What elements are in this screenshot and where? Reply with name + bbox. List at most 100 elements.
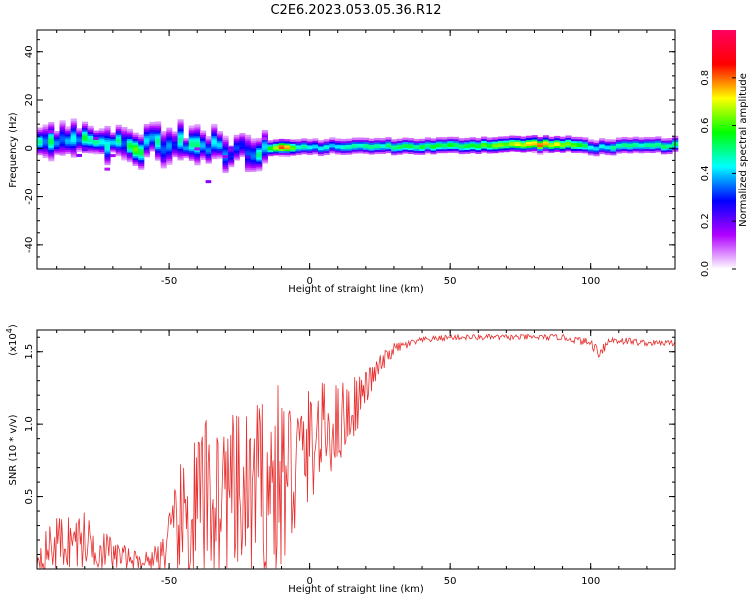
heatmap-cell	[666, 139, 673, 143]
heatmap-cell	[115, 126, 122, 130]
heatmap-cell	[649, 140, 656, 144]
heatmap-cell	[132, 155, 139, 159]
heatmap-cell	[104, 160, 111, 164]
heatmap-cell	[205, 141, 212, 145]
heatmap-cell	[559, 146, 566, 149]
heatmap-cell	[59, 139, 66, 143]
heatmap-cell	[576, 140, 583, 144]
heatmap-cell	[98, 139, 105, 143]
heatmap-cell	[531, 148, 538, 152]
heatmap-cell	[115, 140, 122, 143]
heatmap-cell	[93, 148, 100, 151]
heatmap-cell	[143, 137, 150, 140]
heatmap-cell	[70, 145, 77, 148]
heatmap-cell	[149, 148, 156, 152]
heatmap-cell	[458, 138, 465, 141]
heatmap-cell	[351, 149, 358, 152]
heatmap-cell	[143, 139, 150, 142]
heatmap-cell	[256, 157, 263, 160]
spectrogram-x-axis-label: Height of straight line (km)	[288, 284, 424, 295]
heatmap-cell	[104, 141, 111, 144]
heatmap-cell	[559, 144, 566, 147]
heatmap-cell	[497, 146, 505, 149]
heatmap-cell	[81, 135, 89, 138]
heatmap-cell	[256, 139, 263, 143]
heatmap-cell	[571, 146, 578, 149]
heatmap-cell	[53, 152, 60, 155]
heatmap-cell	[610, 145, 617, 148]
heatmap-cell	[160, 146, 167, 150]
heatmap-cell	[228, 153, 235, 156]
heatmap-cell	[514, 135, 521, 139]
colorbar-tick-label: 0.0	[700, 261, 711, 277]
heatmap-cell	[256, 145, 263, 149]
heatmap-cell	[273, 149, 280, 152]
heatmap-cell	[346, 138, 353, 142]
heatmap-cell	[48, 139, 55, 142]
heatmap-cell	[295, 150, 302, 154]
heatmap-cell	[520, 144, 527, 147]
heatmap-cell	[138, 140, 145, 143]
heatmap-cell	[138, 151, 145, 155]
heatmap-cell	[87, 150, 94, 154]
heatmap-cell	[340, 138, 347, 142]
heatmap-cell	[205, 159, 212, 162]
heatmap-cell	[244, 165, 252, 169]
heatmap-cell	[132, 132, 139, 136]
heatmap-cell	[464, 137, 471, 141]
heatmap-cell	[171, 154, 179, 158]
heatmap-cell	[211, 156, 218, 160]
heatmap-cell	[503, 142, 510, 145]
heatmap-cell	[59, 153, 66, 156]
heatmap-cell	[194, 143, 201, 147]
heatmap-cell	[59, 141, 66, 145]
heatmap-cell	[166, 156, 173, 160]
heatmap-cell	[261, 149, 268, 152]
heatmap-cell	[503, 136, 510, 139]
heatmap-cell	[183, 155, 190, 158]
heatmap-cell	[531, 150, 538, 154]
heatmap-cell	[250, 140, 257, 143]
heatmap-cell	[486, 141, 493, 144]
heatmap-cell	[621, 144, 628, 148]
heatmap-cell	[194, 147, 201, 151]
heatmap-cell	[143, 129, 150, 133]
heatmap-cell	[604, 143, 611, 146]
heatmap-cell	[363, 141, 370, 145]
heatmap-cell	[587, 147, 594, 150]
heatmap-cell	[143, 133, 150, 137]
heatmap-cell	[155, 136, 162, 140]
heatmap-cell	[464, 151, 471, 154]
heatmap-cell	[104, 127, 111, 131]
heatmap-cell	[244, 140, 252, 143]
heatmap-cell	[59, 122, 66, 125]
heatmap-cell	[81, 142, 89, 146]
heatmap-cell	[503, 145, 510, 149]
heatmap-cell	[340, 140, 347, 144]
heatmap-cell	[318, 145, 325, 149]
heatmap-cell	[143, 151, 150, 154]
heatmap-cell	[48, 153, 55, 156]
heatmap-cell	[542, 144, 550, 148]
heatmap-cell	[132, 150, 139, 153]
heatmap-cell	[424, 145, 431, 148]
heatmap-cell	[121, 134, 128, 138]
heatmap-cell	[548, 146, 555, 149]
heatmap-cell	[104, 129, 111, 133]
heatmap-cell	[110, 146, 117, 149]
heatmap-cell	[177, 132, 184, 136]
heatmap-cell	[537, 140, 544, 144]
heatmap-cell	[171, 148, 179, 152]
heatmap-cell	[228, 160, 235, 164]
heatmap-cell	[126, 157, 134, 161]
y-tick-label: -20	[24, 188, 35, 204]
heatmap-cell	[37, 133, 44, 136]
heatmap-cell	[599, 142, 606, 145]
heatmap-cell	[514, 149, 521, 152]
heatmap-cell	[42, 126, 49, 129]
heatmap-cell	[379, 139, 387, 143]
heatmap-cell	[166, 135, 173, 138]
heatmap-cell	[48, 133, 55, 137]
heatmap-cell	[379, 143, 387, 147]
heatmap-cell	[610, 149, 617, 152]
